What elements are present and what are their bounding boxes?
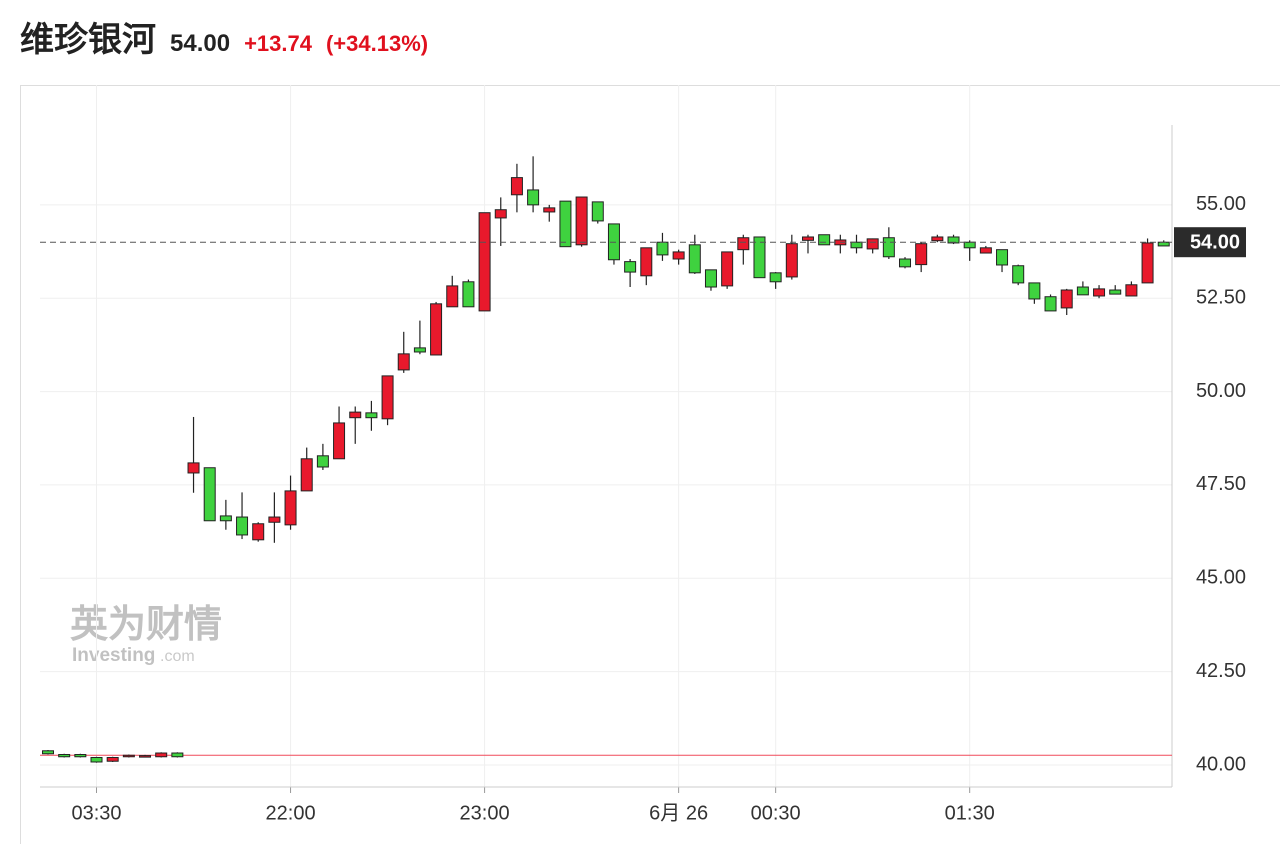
watermark-com: .com xyxy=(160,648,195,665)
candle-body xyxy=(640,247,653,277)
candle-body xyxy=(430,303,443,356)
candle-body xyxy=(882,237,895,258)
watermark-cn: 英为财情 xyxy=(70,604,222,646)
candle-body xyxy=(155,752,168,758)
candle-body xyxy=(252,523,265,541)
candle-body xyxy=(899,258,912,268)
candle-body xyxy=(462,281,475,308)
y-tick-label: 50.00 xyxy=(1196,380,1246,402)
candle-body xyxy=(349,411,362,419)
candle-body xyxy=(818,234,831,246)
y-tick-label: 52.50 xyxy=(1196,286,1246,308)
stock-name: 维珍银河 xyxy=(20,21,156,59)
candle-body xyxy=(187,462,200,474)
last-price-box xyxy=(1174,227,1246,258)
candle-body xyxy=(1125,284,1138,297)
candle-body xyxy=(365,412,378,419)
candle-body xyxy=(753,236,766,279)
candle-body xyxy=(688,244,701,274)
y-tick-label: 45.00 xyxy=(1196,567,1246,589)
candle-body xyxy=(1012,265,1025,284)
watermark-en: Investing xyxy=(72,645,155,666)
x-tick-label: 6月 26 xyxy=(649,802,708,824)
candle-body xyxy=(203,467,216,522)
candle-body xyxy=(333,422,346,460)
candle-body xyxy=(381,375,394,420)
x-tick-label: 22:00 xyxy=(266,802,316,824)
candle-body xyxy=(737,237,750,251)
candle-body xyxy=(996,249,1009,266)
candle-body xyxy=(672,251,685,260)
candle-body xyxy=(106,757,119,762)
candle-body xyxy=(979,247,992,254)
header: 维珍银河 54.00 +13.74 (+34.13%) xyxy=(20,12,428,62)
candle-body xyxy=(316,455,329,468)
candle-body xyxy=(704,269,717,288)
candle-body xyxy=(397,353,410,371)
y-tick-label: 40.00 xyxy=(1196,753,1246,775)
x-tick-label: 01:30 xyxy=(945,802,995,824)
y-tick-label: 47.50 xyxy=(1196,473,1246,495)
last-price-label: 54.00 xyxy=(1190,231,1240,253)
candle-body xyxy=(785,243,798,278)
change: +13.74 xyxy=(244,31,312,56)
candle-body xyxy=(1141,242,1154,284)
candle-body xyxy=(850,241,863,249)
candle-body xyxy=(510,177,523,196)
x-tick-label: 03:30 xyxy=(71,802,121,824)
candle-body xyxy=(656,241,669,256)
candle-body xyxy=(624,261,637,273)
candle-body xyxy=(947,236,960,244)
candle-body xyxy=(478,212,491,312)
candle-body xyxy=(1044,296,1057,312)
candle-body xyxy=(915,243,928,266)
candle-body xyxy=(559,200,572,248)
candle-body xyxy=(1076,286,1089,296)
candle-body xyxy=(543,207,556,213)
candle-body xyxy=(1157,241,1170,247)
y-tick-label: 55.00 xyxy=(1196,193,1246,215)
candle-body xyxy=(139,755,152,758)
candle-body xyxy=(1093,288,1106,297)
candle-body xyxy=(1109,289,1122,295)
candle-body xyxy=(42,750,54,755)
candle-body xyxy=(591,201,604,222)
candle-body xyxy=(721,251,734,287)
candle-body xyxy=(300,458,313,492)
y-tick-label: 42.50 xyxy=(1196,660,1246,682)
candle-body xyxy=(1060,289,1073,309)
price: 54.00 xyxy=(170,30,231,57)
candle-body xyxy=(494,209,507,219)
candle-body xyxy=(413,347,426,353)
chart-frame xyxy=(20,85,1280,844)
x-tick-label: 00:30 xyxy=(751,802,801,824)
candle-body xyxy=(1028,282,1041,300)
candle-body xyxy=(446,285,459,308)
x-tick-label: 23:00 xyxy=(460,802,510,824)
candle-body xyxy=(931,236,944,242)
candle-body xyxy=(171,752,184,758)
candle-body xyxy=(74,754,87,758)
candle-body xyxy=(866,238,879,250)
candle-body xyxy=(90,757,103,763)
candle-body xyxy=(527,189,540,206)
candle-body xyxy=(575,196,588,246)
candle-body xyxy=(801,236,814,241)
candle-body xyxy=(268,516,281,523)
candle-body xyxy=(769,272,782,283)
candle-body xyxy=(122,754,135,758)
candle-body xyxy=(219,515,232,522)
change-pct: (+34.13%) xyxy=(325,31,429,56)
candle-body xyxy=(963,241,976,249)
candle-body xyxy=(236,516,249,536)
candle-body xyxy=(284,490,297,526)
candle-body xyxy=(58,754,71,758)
